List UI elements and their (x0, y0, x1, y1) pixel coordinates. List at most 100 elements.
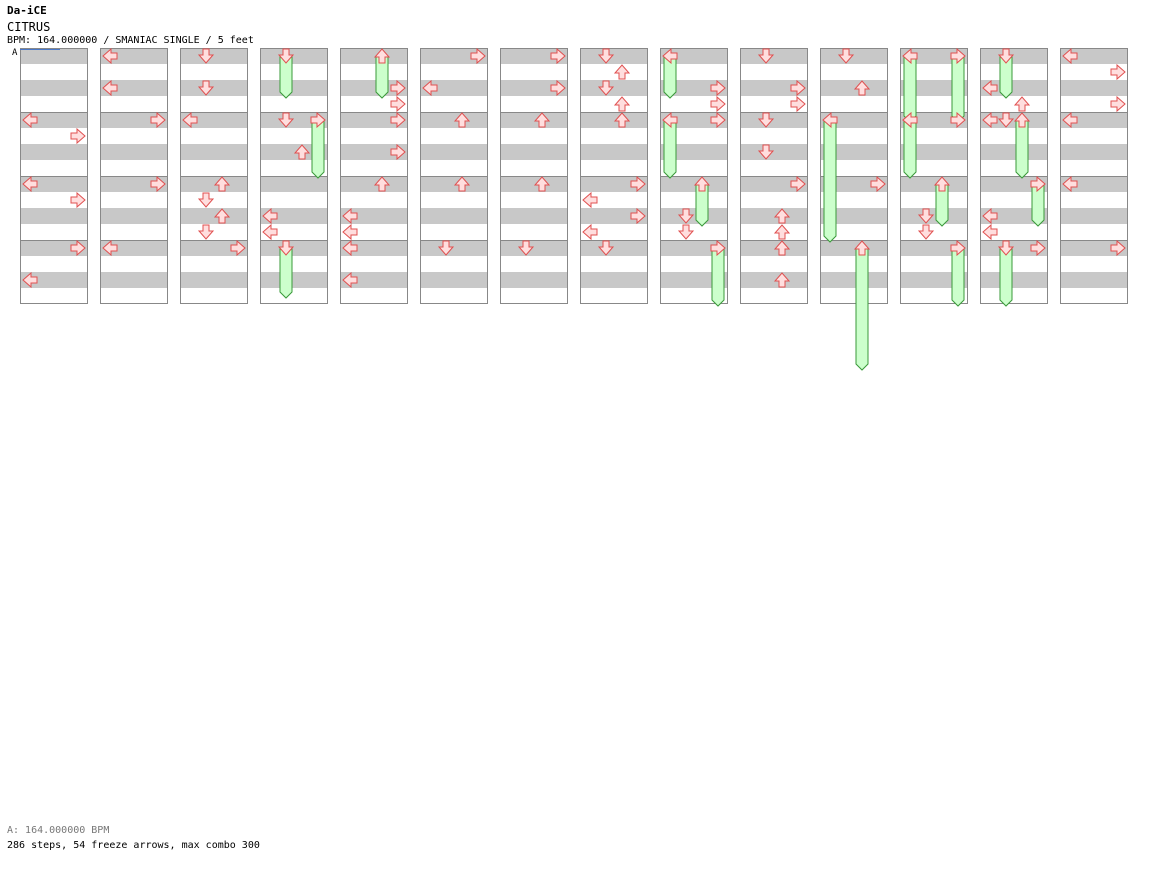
arrow-down-icon (197, 48, 215, 64)
arrow-right-icon (470, 47, 486, 65)
beat-stripe (340, 80, 408, 96)
beat-stripe (500, 80, 568, 96)
beat-stripe (500, 48, 568, 64)
arrow-down-icon (197, 224, 215, 240)
beat-stripe (660, 144, 728, 160)
beat-stripe (580, 208, 648, 224)
freeze-arrow (711, 247, 725, 307)
beat-stripe (900, 80, 968, 96)
beat-stripe (340, 48, 408, 64)
beat-stripe (100, 272, 168, 288)
beat-stripe (100, 144, 168, 160)
freeze-head-up-icon (373, 48, 391, 64)
beat-stripe (820, 112, 888, 128)
arrow-right-icon (390, 111, 406, 129)
arrow-left-icon (22, 175, 38, 193)
beat-stripe (340, 144, 408, 160)
beat-stripe (660, 80, 728, 96)
arrow-down-icon (197, 192, 215, 208)
arrow-down-icon (757, 144, 775, 160)
arrow-left-icon (1062, 111, 1078, 129)
beat-stripe (660, 48, 728, 64)
beat-stripe (980, 176, 1048, 192)
arrow-up-icon (613, 112, 631, 128)
beat-stripe (260, 144, 328, 160)
freeze-arrow (951, 247, 965, 307)
arrow-right-icon (390, 143, 406, 161)
arrow-right-icon (70, 127, 86, 145)
beat-stripe (900, 272, 968, 288)
beat-stripe (580, 48, 648, 64)
beat-stripe (1060, 48, 1128, 64)
beat-stripe (580, 272, 648, 288)
freeze-arrow (951, 55, 965, 123)
freeze-head-up-icon (853, 240, 871, 256)
arrow-left-icon (182, 111, 198, 129)
beat-stripe (580, 240, 648, 256)
beat-stripe (500, 272, 568, 288)
freeze-arrow (1015, 119, 1029, 179)
beat-stripe (180, 176, 248, 192)
chart-info: BPM: 164.000000 / SMANIAC SINGLE / 5 fee… (7, 35, 254, 46)
arrow-down-icon (917, 224, 935, 240)
arrow-left-icon (342, 239, 358, 257)
arrow-left-icon (422, 79, 438, 97)
bpm-legend: A: 164.000000 BPM (7, 825, 110, 836)
column-border (820, 48, 888, 304)
arrow-left-icon (582, 191, 598, 209)
column-border (100, 48, 168, 304)
beat-stripe (100, 80, 168, 96)
beat-stripe (20, 272, 88, 288)
arrow-right-icon (1110, 239, 1126, 257)
beat-stripe (1060, 80, 1128, 96)
column-border (980, 48, 1048, 304)
arrow-up-icon (1013, 96, 1031, 112)
beat-stripe (820, 144, 888, 160)
arrow-right-icon (150, 175, 166, 193)
freeze-head-down-icon (997, 240, 1015, 256)
freeze-arrow (311, 119, 325, 179)
beat-stripe (260, 48, 328, 64)
arrow-up-icon (613, 64, 631, 80)
freeze-head-left-icon (902, 47, 918, 65)
freeze-head-down-icon (277, 240, 295, 256)
beat-stripe (900, 48, 968, 64)
beat-stripe (100, 240, 168, 256)
beat-stripe (740, 144, 808, 160)
freeze-arrow (663, 119, 677, 179)
beat-stripe (500, 176, 568, 192)
beat-stripe (820, 80, 888, 96)
arrow-right-icon (550, 47, 566, 65)
beat-stripe (820, 272, 888, 288)
arrow-left-icon (22, 271, 38, 289)
arrow-up-icon (773, 272, 791, 288)
beat-stripe (500, 144, 568, 160)
arrow-right-icon (390, 95, 406, 113)
arrow-down-icon (277, 112, 295, 128)
beat-stripe (340, 240, 408, 256)
arrow-left-icon (262, 207, 278, 225)
freeze-arrow (903, 119, 917, 179)
arrow-right-icon (630, 175, 646, 193)
beat-stripe (900, 240, 968, 256)
beat-stripe (500, 208, 568, 224)
beat-stripe (260, 208, 328, 224)
beat-stripe (740, 176, 808, 192)
arrow-up-icon (613, 96, 631, 112)
beat-stripe (740, 48, 808, 64)
beat-stripe (260, 240, 328, 256)
song-title: CITRUS (7, 20, 51, 34)
arrow-right-icon (390, 79, 406, 97)
arrow-left-icon (982, 111, 998, 129)
beat-stripe (820, 208, 888, 224)
arrow-up-icon (533, 176, 551, 192)
beat-stripe (900, 144, 968, 160)
arrow-right-icon (70, 239, 86, 257)
arrow-right-icon (710, 95, 726, 113)
arrow-right-icon (710, 79, 726, 97)
beat-stripe (420, 80, 488, 96)
beat-stripe (980, 144, 1048, 160)
column-border (420, 48, 488, 304)
beat-stripe (420, 144, 488, 160)
